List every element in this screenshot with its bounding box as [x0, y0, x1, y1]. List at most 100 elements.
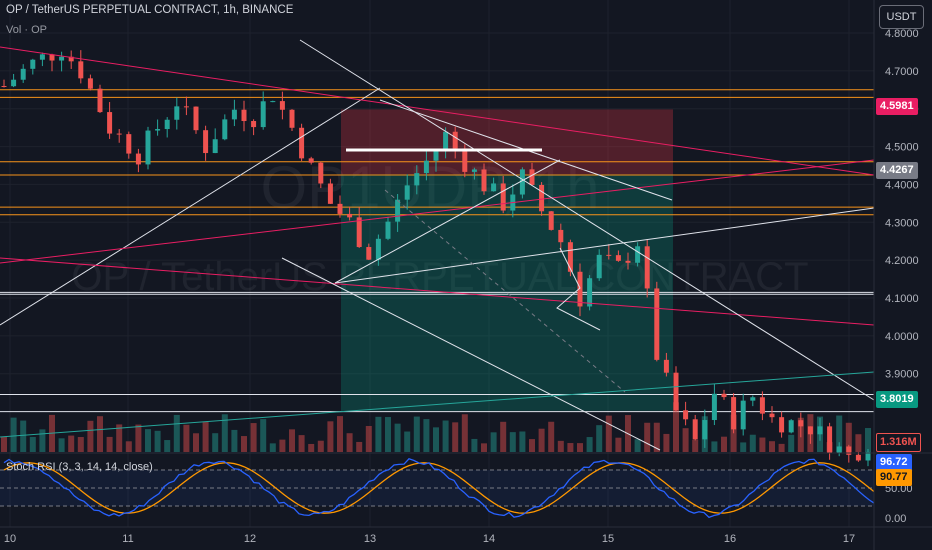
candle-body [836, 446, 842, 453]
stoch-axis-tick: 50.00 [885, 483, 913, 495]
volume-bar [116, 424, 123, 452]
candle-body [539, 184, 545, 212]
volume-bar [327, 421, 334, 452]
volume-bar [385, 417, 391, 452]
price-axis-tick: 4.7000 [885, 66, 919, 78]
stoch-k-line [3, 458, 875, 519]
volume-bar [58, 438, 65, 452]
candle-body [663, 359, 669, 373]
candle-body [711, 393, 717, 421]
candle-body [183, 106, 189, 108]
candle-body [846, 446, 852, 455]
volume-bar [577, 443, 583, 452]
candle-body [759, 397, 765, 414]
candle-body [318, 162, 324, 184]
candle-body [116, 133, 122, 135]
volume-bar [279, 439, 286, 452]
volume-bar [145, 429, 151, 452]
volume-bar [87, 420, 94, 452]
volume-bar [173, 414, 180, 452]
volume-bar [596, 425, 603, 452]
volume-bar [769, 441, 775, 452]
candle-body [308, 158, 314, 163]
volume-bar [519, 431, 526, 452]
candle-body [203, 130, 209, 154]
candle-body [423, 160, 429, 174]
stoch-k-tag: 96.72 [876, 454, 912, 471]
candle-body [87, 78, 93, 89]
currency-button[interactable]: USDT [879, 5, 924, 29]
candle-body [222, 119, 228, 140]
trend-line [334, 159, 561, 284]
volume-bar [634, 439, 641, 452]
chart-title: OP / TetherUS PERPETUAL CONTRACT, 1h, BI… [6, 4, 294, 16]
volume-bar [202, 421, 209, 452]
volume-bar [260, 419, 267, 452]
candle-body [164, 119, 170, 130]
volume-bar [721, 436, 727, 452]
candle-body [97, 88, 103, 113]
volume-bar [356, 441, 363, 452]
candle-body [279, 101, 285, 110]
candle-body [731, 397, 737, 430]
volume-bar [375, 416, 382, 452]
candle-body [30, 59, 36, 69]
volume-bar [845, 422, 852, 452]
candle-body [433, 149, 439, 161]
volume-bar [250, 423, 257, 452]
volume-bar [759, 437, 766, 452]
volume-bar [154, 430, 161, 452]
candle-body [107, 112, 113, 134]
candle-body [788, 420, 794, 433]
trend-line [281, 257, 661, 451]
volume-bar [106, 436, 113, 452]
candle-body [126, 134, 132, 154]
time-axis-tick: 10 [4, 533, 16, 545]
candle-body [692, 419, 698, 440]
candle-body [193, 106, 199, 131]
candle-body [337, 203, 343, 214]
volume-bar [481, 443, 487, 452]
candle-body [39, 54, 45, 60]
volume-bar [423, 419, 430, 452]
volume-bar [663, 433, 670, 452]
volume-bar [29, 436, 36, 452]
volume-bar [490, 432, 497, 452]
time-axis-tick: 13 [364, 533, 376, 545]
pattern-drawing [556, 247, 601, 331]
candle-body [68, 56, 74, 62]
stoch-axis-tick: 0.00 [885, 513, 906, 525]
time-axis-tick: 12 [244, 533, 256, 545]
candle-body [145, 130, 151, 165]
volume-bar [865, 428, 871, 452]
volume-bar [740, 442, 747, 452]
candle-body [615, 255, 621, 261]
price-axis-tick: 3.9000 [885, 369, 919, 381]
time-axis-tick: 16 [724, 533, 736, 545]
volume-bar [673, 402, 679, 452]
volume-bar [20, 420, 27, 452]
price-axis-tick: 4.1000 [885, 293, 919, 305]
candle-body [673, 372, 679, 411]
volume-bar [413, 416, 420, 452]
volume-bar [433, 427, 439, 452]
target-price-tag: 3.8019 [876, 391, 918, 408]
candle-body [299, 127, 305, 159]
price-axis-tick: 4.8000 [885, 28, 919, 40]
candle-body [798, 420, 804, 427]
volume-bar [529, 439, 535, 452]
candle-body [404, 185, 410, 200]
volume-bar [269, 443, 276, 452]
candle-body [481, 169, 487, 192]
candle-body [212, 139, 218, 154]
volume-bar [653, 422, 660, 452]
candle-body [289, 109, 295, 128]
candle-body [606, 254, 612, 256]
time-axis-tick: 17 [843, 533, 855, 545]
volume-bar [682, 428, 689, 452]
volume-bar [471, 438, 478, 452]
candle-body [155, 129, 161, 131]
volume-bar [778, 443, 785, 452]
volume-bar [836, 415, 843, 452]
